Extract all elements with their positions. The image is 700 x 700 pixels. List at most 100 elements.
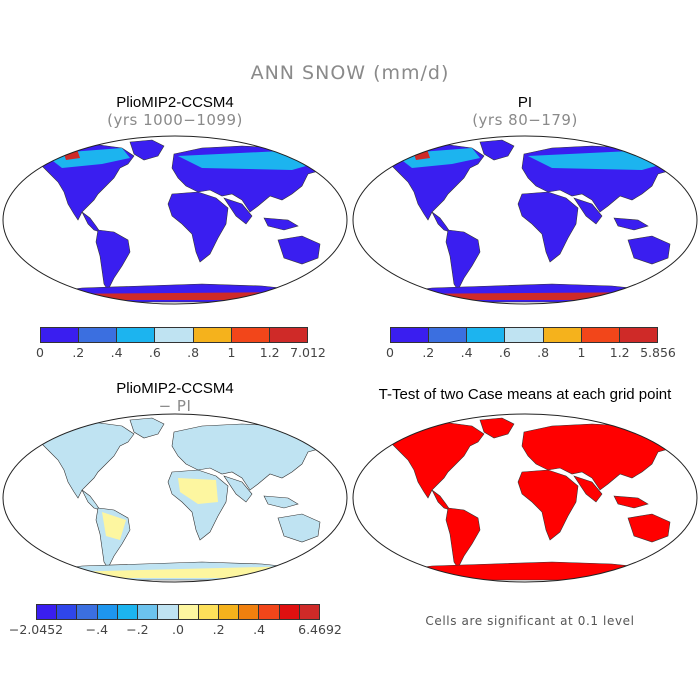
diff-band <box>178 478 218 504</box>
continent-shape <box>445 229 481 291</box>
colorbar-tick-label: −.2 <box>126 622 149 637</box>
colorbar-swatch <box>543 328 582 342</box>
continent-shape <box>573 197 603 225</box>
colorbar-swatch <box>77 605 98 619</box>
colorbar-tick-label: −.4 <box>85 622 109 637</box>
continent-shape <box>613 495 649 509</box>
map-bottom-left <box>2 413 348 583</box>
colorbar-swatch <box>178 605 199 619</box>
colorbar-tick-label: .8 <box>187 345 200 360</box>
colorbar-swatch <box>158 605 179 619</box>
continent-shape <box>263 495 299 509</box>
colorbar-tick-label: 1 <box>577 345 586 360</box>
continent-shape <box>431 489 451 511</box>
continent-shape <box>263 217 299 231</box>
colorbar-swatch <box>37 605 58 619</box>
colorbar-tick-label: .4 <box>460 345 473 360</box>
colorbar-swatch <box>581 328 620 342</box>
continent-shape <box>385 561 669 581</box>
colorbar-top-left <box>40 327 308 343</box>
colorbar-swatch <box>41 328 80 342</box>
snow-band <box>392 292 662 300</box>
colorbar-swatch <box>391 328 430 342</box>
colorbar-swatch <box>619 328 657 342</box>
colorbar-swatch <box>79 328 118 342</box>
map-frame <box>2 413 348 583</box>
colorbar-tick-label: .2 <box>72 345 85 360</box>
colorbar-swatch <box>97 605 118 619</box>
colorbar-tick-label: 1.2 <box>609 345 630 360</box>
significance-note: Cells are significant at 0.1 level <box>425 614 635 628</box>
map-top-right <box>352 135 698 305</box>
colorbar-labels-top-left: 0 .2 .4 .6 .8 1 1.2 7.012 <box>36 345 326 361</box>
continent-shape <box>41 421 135 499</box>
continent-shape <box>223 197 253 225</box>
continent-shape <box>517 191 579 263</box>
colorbar-swatch <box>57 605 78 619</box>
colorbar-bottom-left <box>36 604 320 620</box>
continent-shape <box>573 475 603 503</box>
panel-subtitle-top-right: (yrs 80−179) <box>472 111 578 129</box>
continent-shape <box>223 475 253 503</box>
colorbar-tick-label: .4 <box>110 345 123 360</box>
continent-shape <box>129 139 165 161</box>
panel-title-top-left: PlioMIP2-CCSM4 <box>116 94 234 111</box>
colorbar-swatch <box>193 328 232 342</box>
colorbar-tick-label: .4 <box>253 622 266 637</box>
colorbar-tick-label: .6 <box>498 345 511 360</box>
panel-subtitle-bottom-left: − PI <box>158 397 192 415</box>
colorbar-swatch <box>467 328 506 342</box>
continent-shape <box>517 469 579 541</box>
map-frame <box>2 135 348 305</box>
colorbar-top-right <box>390 327 658 343</box>
colorbar-tick-label: 0 <box>36 345 44 360</box>
colorbar-tick-label: .0 <box>172 622 184 637</box>
continent-shape <box>613 217 649 231</box>
map-top-left <box>2 135 348 305</box>
colorbar-swatch <box>155 328 194 342</box>
diff-band <box>102 512 126 540</box>
colorbar-tick-label: 5.856 <box>640 345 676 360</box>
panel-subtitle-top-left: (yrs 1000−1099) <box>107 111 243 129</box>
colorbar-swatch <box>117 605 139 619</box>
continent-shape <box>479 139 515 161</box>
colorbar-tick-label: 7.012 <box>290 345 326 360</box>
continent-shape <box>167 191 229 263</box>
map-frame <box>352 135 698 305</box>
panel-title-top-right: PI <box>517 94 533 111</box>
colorbar-labels-bottom-left: −2.0452 −.4 −.2 .0 .2 .4 6.4692 <box>9 622 342 638</box>
colorbar-swatch <box>259 605 280 619</box>
colorbar-tick-label: .2 <box>422 345 435 360</box>
colorbar-tick-label: 6.4692 <box>298 622 342 637</box>
continent-shape <box>479 417 515 439</box>
continent-shape <box>81 211 101 233</box>
colorbar-swatch <box>218 605 240 619</box>
colorbar-swatch <box>299 605 320 619</box>
colorbar-swatch <box>138 605 159 619</box>
colorbar-swatch <box>239 605 260 619</box>
snow-band <box>42 292 312 300</box>
colorbar-swatch <box>429 328 468 342</box>
continent-shape <box>627 513 671 543</box>
colorbar-swatch <box>117 328 156 342</box>
panel-title-bottom-right: T-Test of two Case means at each grid po… <box>378 386 672 403</box>
colorbar-tick-label: .8 <box>537 345 550 360</box>
colorbar-tick-label: 0 <box>386 345 394 360</box>
colorbar-swatch <box>269 328 307 342</box>
continent-shape <box>277 513 321 543</box>
continent-shape <box>277 235 321 265</box>
colorbar-tick-label: .2 <box>212 622 225 637</box>
continent-shape <box>129 417 165 439</box>
continent-shape <box>95 229 131 291</box>
continent-shape <box>431 211 451 233</box>
colorbar-tick-label: −2.0452 <box>8 622 64 637</box>
colorbar-swatch <box>279 605 300 619</box>
colorbar-tick-label: 1 <box>227 345 236 360</box>
map-bottom-right <box>352 413 698 583</box>
continent-shape <box>81 489 101 511</box>
colorbar-swatch <box>505 328 544 342</box>
continent-shape <box>391 421 485 499</box>
map-frame <box>352 413 698 583</box>
colorbar-swatch <box>231 328 270 342</box>
colorbar-tick-label: .6 <box>148 345 161 360</box>
